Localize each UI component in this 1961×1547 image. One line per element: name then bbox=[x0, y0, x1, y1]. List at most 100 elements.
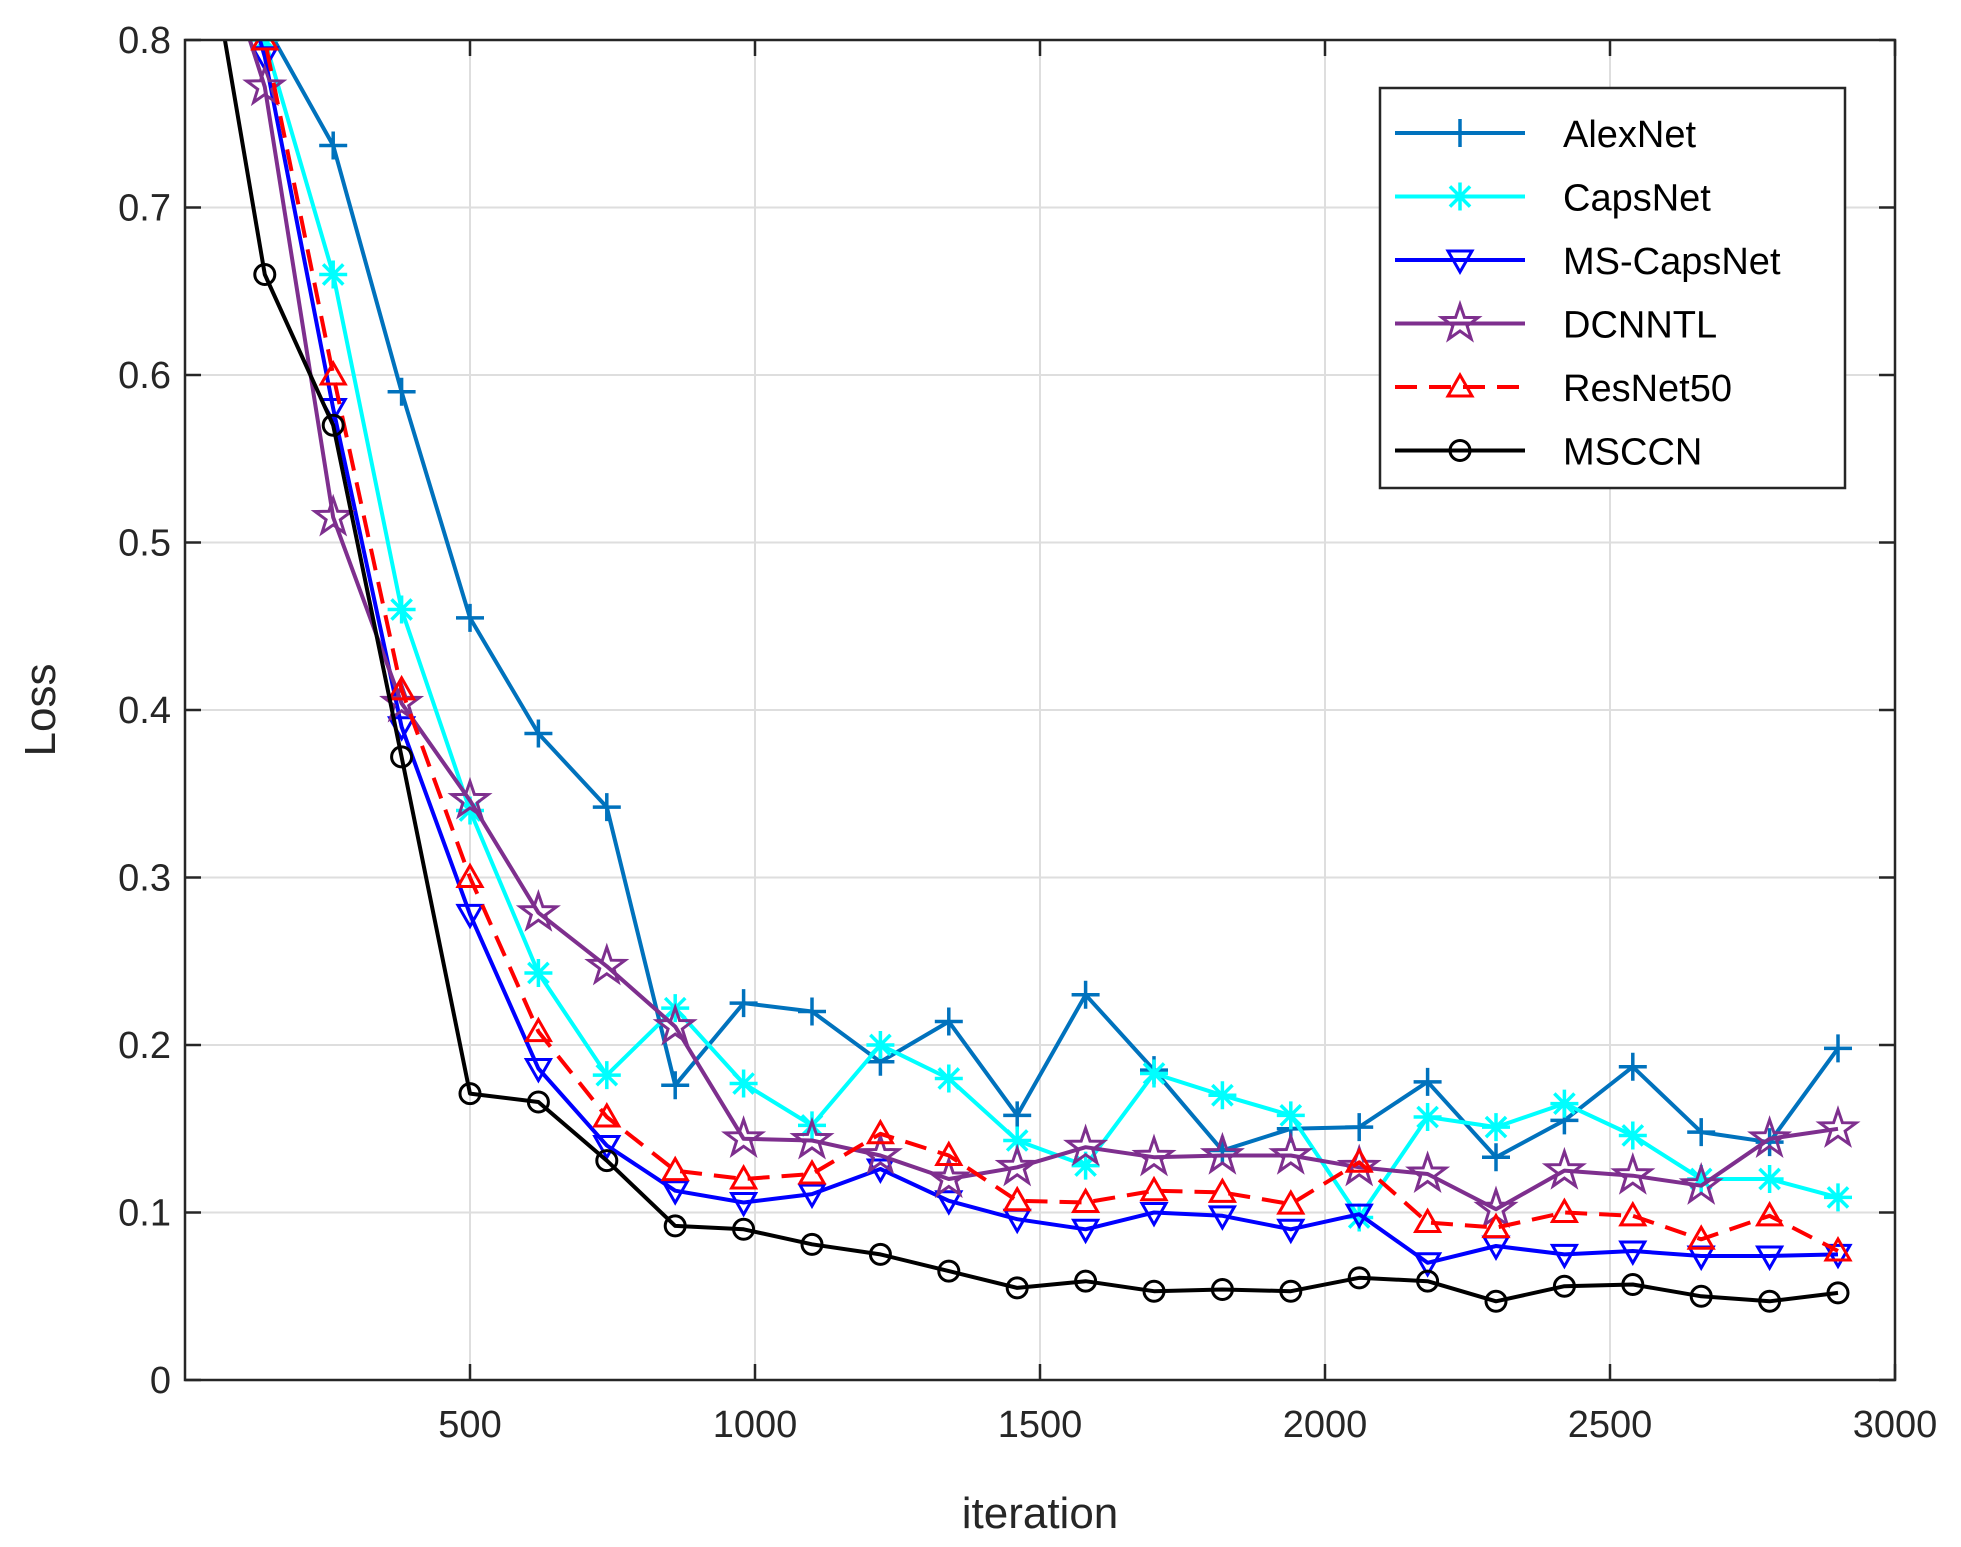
data-point-msccn bbox=[937, 1259, 961, 1283]
data-point-dcnntl bbox=[1815, 1105, 1861, 1148]
data-point-msccn bbox=[595, 1149, 619, 1173]
data-point-alexnet bbox=[1345, 1113, 1374, 1142]
data-point-ms-capsnet bbox=[1139, 1202, 1169, 1228]
data-point-dcnntl bbox=[789, 1116, 835, 1160]
data-point-resnet50 bbox=[387, 674, 417, 701]
data-point-resnet50 bbox=[1276, 1189, 1306, 1215]
data-point-msccn bbox=[663, 1214, 687, 1238]
data-point-alexnet bbox=[798, 997, 826, 1026]
data-point-ms-capsnet bbox=[1823, 1243, 1853, 1270]
series-msccn bbox=[222, 40, 1850, 1313]
data-point-ms-capsnet bbox=[592, 1135, 622, 1161]
data-point-alexnet bbox=[1824, 1034, 1852, 1063]
y-axis-label: Loss bbox=[16, 664, 65, 757]
data-point-ms-capsnet bbox=[1549, 1243, 1579, 1270]
data-point-msccn bbox=[1621, 1273, 1645, 1297]
data-point-capsnet bbox=[1550, 1089, 1579, 1118]
data-point-capsnet bbox=[1413, 1103, 1442, 1132]
data-point-dcnntl bbox=[1131, 1133, 1177, 1177]
data-point-msccn bbox=[1005, 1276, 1029, 1300]
data-point-dcnntl bbox=[1610, 1152, 1656, 1195]
data-point-msccn bbox=[1142, 1279, 1166, 1303]
legend-item-msccn: MSCCN bbox=[1395, 432, 1702, 474]
y-tick-label: 0.5 bbox=[118, 523, 171, 565]
x-tick-label: 2000 bbox=[1283, 1404, 1368, 1446]
data-point-msccn bbox=[1074, 1269, 1098, 1293]
data-point-resnet50 bbox=[1207, 1177, 1237, 1203]
data-point-capsnet bbox=[1071, 1151, 1100, 1180]
data-point-alexnet bbox=[319, 131, 348, 160]
data-point-msccn bbox=[1279, 1279, 1303, 1303]
data-point-dcnntl bbox=[1063, 1123, 1109, 1167]
data-point-resnet50 bbox=[865, 1118, 895, 1145]
data-point-resnet50 bbox=[1823, 1236, 1853, 1262]
data-point-msccn bbox=[526, 1090, 550, 1114]
data-point-ms-capsnet bbox=[1276, 1218, 1306, 1245]
data-point-alexnet bbox=[1482, 1143, 1510, 1172]
y-tick-label: 0.3 bbox=[118, 858, 171, 900]
data-point-dcnntl bbox=[1199, 1131, 1245, 1175]
data-point-alexnet bbox=[456, 603, 484, 632]
data-point-resnet50 bbox=[729, 1163, 759, 1190]
data-point-alexnet bbox=[729, 989, 758, 1018]
data-point-ms-capsnet bbox=[729, 1191, 759, 1218]
data-point-capsnet bbox=[1755, 1165, 1784, 1193]
data-point-resnet50 bbox=[1413, 1207, 1443, 1234]
data-point-msccn bbox=[1484, 1289, 1508, 1313]
data-point-resnet50 bbox=[1481, 1212, 1511, 1239]
series-line-ms-capsnet bbox=[257, 40, 1839, 1265]
data-point-msccn bbox=[321, 413, 345, 437]
legend-label: MS-CapsNet bbox=[1563, 241, 1781, 283]
series-dcnntl bbox=[242, 40, 1861, 1229]
data-point-ms-capsnet bbox=[523, 1057, 553, 1084]
data-point-resnet50 bbox=[1002, 1185, 1032, 1212]
data-point-ms-capsnet bbox=[660, 1180, 690, 1206]
x-tick-label: 1500 bbox=[998, 1404, 1083, 1446]
data-point-alexnet bbox=[1413, 1067, 1442, 1096]
series-line-msccn bbox=[222, 40, 1839, 1304]
data-point-alexnet bbox=[1071, 980, 1100, 1009]
data-point-dcnntl bbox=[1541, 1146, 1587, 1190]
data-point-ms-capsnet bbox=[1071, 1218, 1101, 1245]
y-tick-label: 0.8 bbox=[118, 20, 171, 62]
data-point-resnet50 bbox=[1686, 1224, 1716, 1250]
legend-marker-msccn bbox=[1448, 439, 1472, 462]
x-axis-ticks: 500 1000 1500 2000 2500 3000 bbox=[438, 40, 1937, 1446]
y-tick-label: 0 bbox=[150, 1360, 171, 1402]
y-tick-label: 0.7 bbox=[118, 188, 171, 230]
legend-marker-capsnet bbox=[1446, 182, 1474, 211]
data-point-alexnet bbox=[661, 1071, 690, 1100]
data-point-dcnntl bbox=[1678, 1162, 1724, 1205]
legend-item-alexnet: AlexNet bbox=[1395, 114, 1696, 156]
data-point-capsnet bbox=[934, 1064, 963, 1093]
data-point-dcnntl bbox=[857, 1131, 903, 1175]
x-tick-label: 3000 bbox=[1853, 1404, 1938, 1446]
data-point-alexnet bbox=[1687, 1118, 1716, 1147]
data-point-msccn bbox=[1552, 1274, 1576, 1298]
data-point-msccn bbox=[390, 745, 414, 769]
series-line-dcnntl bbox=[247, 40, 1839, 1212]
data-point-alexnet bbox=[934, 1007, 963, 1036]
legend-item-capsnet: CapsNet bbox=[1395, 178, 1711, 220]
data-point-capsnet bbox=[524, 958, 553, 987]
data-point-dcnntl bbox=[994, 1143, 1040, 1187]
data-point-ms-capsnet bbox=[1207, 1205, 1237, 1231]
data-point-resnet50 bbox=[592, 1102, 622, 1128]
data-point-msccn bbox=[1689, 1284, 1713, 1308]
data-point-msccn bbox=[1758, 1289, 1782, 1313]
data-point-resnet50 bbox=[523, 1016, 553, 1043]
data-point-ms-capsnet bbox=[865, 1158, 895, 1184]
data-point-resnet50 bbox=[455, 862, 485, 888]
data-point-capsnet bbox=[1276, 1101, 1305, 1130]
data-point-dcnntl bbox=[1336, 1143, 1382, 1187]
data-point-dcnntl bbox=[652, 1002, 698, 1046]
data-point-ms-capsnet bbox=[1413, 1252, 1443, 1278]
data-point-msccn bbox=[253, 263, 277, 286]
y-tick-label: 0.6 bbox=[118, 355, 171, 397]
data-point-ms-capsnet bbox=[455, 903, 485, 930]
series-group bbox=[222, 40, 1861, 1313]
data-point-capsnet bbox=[1003, 1126, 1032, 1155]
x-tick-label: 500 bbox=[438, 1404, 501, 1446]
data-point-alexnet bbox=[592, 793, 621, 822]
